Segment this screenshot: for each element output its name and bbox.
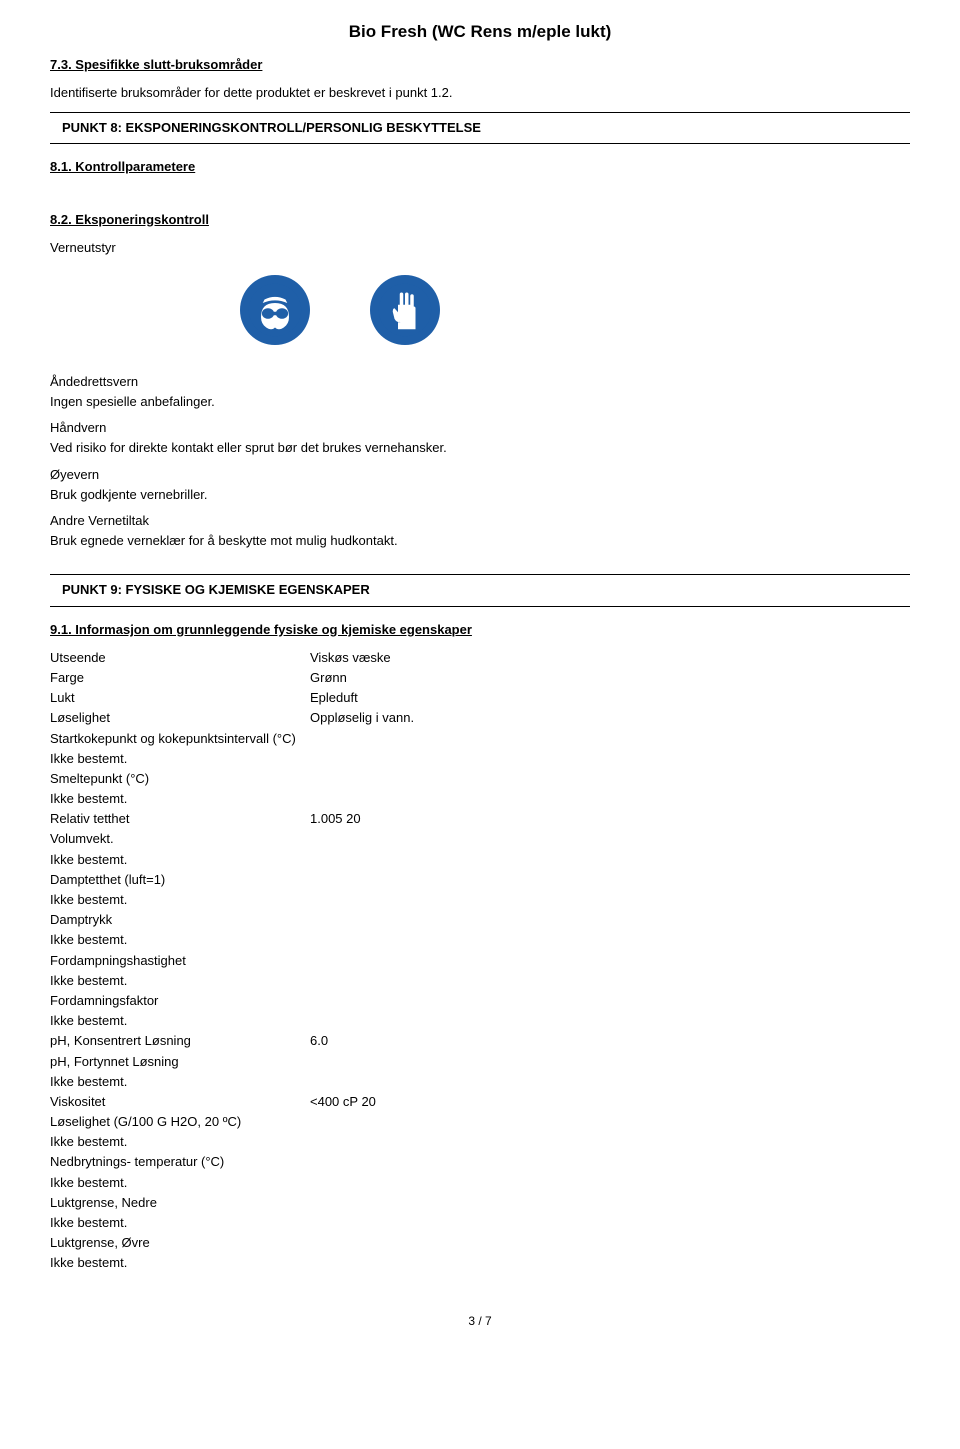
prop-damptrykk-label: Damptrykk xyxy=(50,911,910,929)
prop-volumvekt-label: Volumvekt. xyxy=(50,830,910,848)
prop-smeltepunkt-value: Ikke bestemt. xyxy=(50,790,910,808)
prop-value: Oppløselig i vann. xyxy=(310,709,414,727)
prop-label: Farge xyxy=(50,669,310,687)
oyevern-label: Øyevern xyxy=(50,466,910,484)
prop-value: 1.005 20 xyxy=(310,810,361,828)
punkt-9-bar: PUNKT 9: FYSISKE OG KJEMISKE EGENSKAPER xyxy=(50,574,910,606)
prop-farge: Farge Grønn xyxy=(50,669,910,687)
prop-startkoke-label: Startkokepunkt og kokepunktsintervall (°… xyxy=(50,730,910,748)
andedrettsvern-label: Åndedrettsvern xyxy=(50,373,910,391)
section-8-2-heading: 8.2. Eksponeringskontroll xyxy=(50,211,910,229)
prop-fordamn-value: Ikke bestemt. xyxy=(50,1012,910,1030)
prop-losg-value: Ikke bestemt. xyxy=(50,1133,910,1151)
prop-nedbryt-label: Nedbrytnings- temperatur (°C) xyxy=(50,1153,910,1171)
page-number: 3 / 7 xyxy=(50,1313,910,1330)
oyevern-text: Bruk godkjente vernebriller. xyxy=(50,486,910,504)
gloves-icon xyxy=(370,275,440,345)
prop-phfort-label: pH, Fortynnet Løsning xyxy=(50,1053,910,1071)
prop-damptrykk-value: Ikke bestemt. xyxy=(50,931,910,949)
prop-utseende: Utseende Viskøs væske xyxy=(50,649,910,667)
prop-value: Grønn xyxy=(310,669,347,687)
prop-value: Viskøs væske xyxy=(310,649,391,667)
prop-loselighet: Løselighet Oppløselig i vann. xyxy=(50,709,910,727)
section-7-3-heading: 7.3. Spesifikke slutt-bruksområder xyxy=(50,56,910,74)
prop-fordamp-label: Fordampningshastighet xyxy=(50,952,910,970)
prop-phfort-value: Ikke bestemt. xyxy=(50,1073,910,1091)
andre-vernetiltak-label: Andre Vernetiltak xyxy=(50,512,910,530)
prop-nedbryt-value: Ikke bestemt. xyxy=(50,1174,910,1192)
prop-label: Lukt xyxy=(50,689,310,707)
prop-relativ: Relativ tetthet 1.005 20 xyxy=(50,810,910,828)
prop-label: Utseende xyxy=(50,649,310,667)
prop-luktnedre-label: Luktgrense, Nedre xyxy=(50,1194,910,1212)
prop-luktnedre-value: Ikke bestemt. xyxy=(50,1214,910,1232)
prop-damptet-value: Ikke bestemt. xyxy=(50,891,910,909)
prop-smeltepunkt-label: Smeltepunkt (°C) xyxy=(50,770,910,788)
properties-table: Utseende Viskøs væske Farge Grønn Lukt E… xyxy=(50,649,910,1273)
prop-label: Viskositet xyxy=(50,1093,310,1111)
prop-fordamn-label: Fordamningsfaktor xyxy=(50,992,910,1010)
prop-fordamp-value: Ikke bestemt. xyxy=(50,972,910,990)
section-7-3-text: Identifiserte bruksområder for dette pro… xyxy=(50,84,910,102)
prop-lukt: Lukt Epleduft xyxy=(50,689,910,707)
section-8-1-heading: 8.1. Kontrollparametere xyxy=(50,158,910,176)
ppe-icons-row xyxy=(240,275,910,345)
section-9-1-heading: 9.1. Informasjon om grunnleggende fysisk… xyxy=(50,621,910,639)
prop-losg-label: Løselighet (G/100 G H2O, 20 ºC) xyxy=(50,1113,910,1131)
prop-startkoke-value: Ikke bestemt. xyxy=(50,750,910,768)
andre-vernetiltak-text: Bruk egnede verneklær for å beskytte mot… xyxy=(50,532,910,550)
prop-luktovre-label: Luktgrense, Øvre xyxy=(50,1234,910,1252)
prop-value: Epleduft xyxy=(310,689,358,707)
prop-label: Relativ tetthet xyxy=(50,810,310,828)
prop-volumvekt-value: Ikke bestemt. xyxy=(50,851,910,869)
handvern-label: Håndvern xyxy=(50,419,910,437)
andedrettsvern-text: Ingen spesielle anbefalinger. xyxy=(50,393,910,411)
prop-label: pH, Konsentrert Løsning xyxy=(50,1032,310,1050)
goggles-icon xyxy=(240,275,310,345)
prop-label: Løselighet xyxy=(50,709,310,727)
prop-value: 6.0 xyxy=(310,1032,328,1050)
prop-value: <400 cP 20 xyxy=(310,1093,376,1111)
punkt-8-bar: PUNKT 8: EKSPONERINGSKONTROLL/PERSONLIG … xyxy=(50,112,910,144)
document-title: Bio Fresh (WC Rens m/eple lukt) xyxy=(50,20,910,44)
prop-visko: Viskositet <400 cP 20 xyxy=(50,1093,910,1111)
verneutstyr-label: Verneutstyr xyxy=(50,239,910,257)
prop-damptet-label: Damptetthet (luft=1) xyxy=(50,871,910,889)
prop-phkons: pH, Konsentrert Løsning 6.0 xyxy=(50,1032,910,1050)
handvern-text: Ved risiko for direkte kontakt eller spr… xyxy=(50,439,910,457)
prop-luktovre-value: Ikke bestemt. xyxy=(50,1254,910,1272)
